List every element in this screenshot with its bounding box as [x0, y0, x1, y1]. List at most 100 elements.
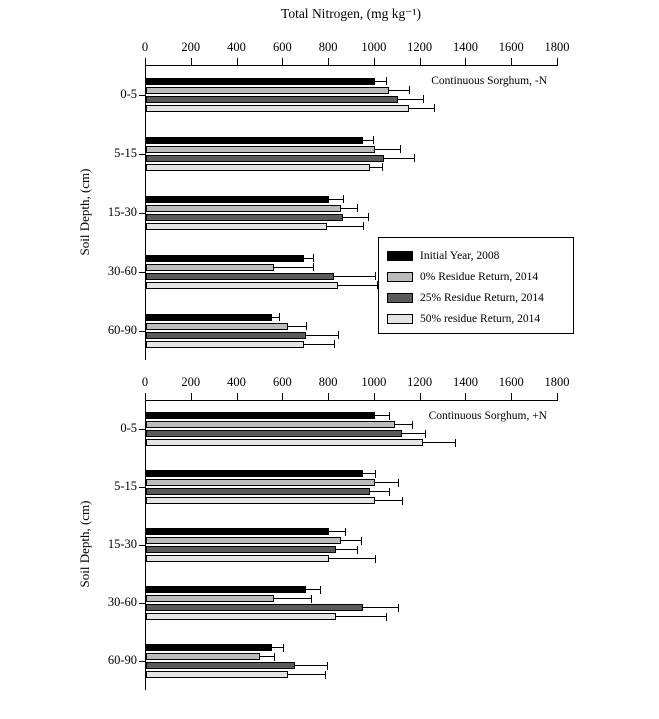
bar — [146, 412, 375, 419]
error-bar-line — [374, 482, 398, 483]
error-bar-line — [395, 424, 412, 425]
x-axis-tick — [373, 58, 375, 65]
bar — [146, 488, 371, 495]
bar — [146, 331, 307, 339]
error-bar-cap — [363, 222, 365, 230]
error-bar-cap — [324, 670, 326, 679]
category-label: 5-15 — [114, 145, 137, 160]
category-label: 15-30 — [107, 204, 137, 219]
bar — [146, 163, 371, 171]
error-bar-cap — [306, 322, 308, 330]
error-bar-line — [333, 275, 375, 277]
x-axis-tick-label: 1800 — [544, 40, 570, 54]
legend: Initial Year, 2008 0% Residue Return, 201… — [378, 237, 574, 334]
legend-swatch — [387, 271, 413, 282]
x-axis-line — [145, 400, 558, 401]
bar — [146, 662, 295, 669]
error-bar-cap — [386, 612, 388, 621]
x-axis-tick-label: 1000 — [361, 375, 387, 389]
error-bar-line — [374, 500, 403, 501]
error-bar-cap — [356, 545, 358, 554]
category-label: 30-60 — [107, 595, 137, 609]
y-axis-tick — [139, 330, 145, 332]
y-axis-tick — [139, 661, 145, 662]
error-bar-cap — [313, 263, 315, 271]
error-bar-cap — [455, 438, 456, 447]
legend-label: 50% residue Return, 2014 — [420, 312, 541, 325]
error-bar-cap — [338, 331, 340, 339]
y-axis-tick — [139, 487, 145, 488]
error-bar-line — [274, 266, 314, 268]
y-axis-line — [145, 400, 146, 690]
x-axis-tick-label: 1200 — [407, 40, 433, 54]
bar — [146, 604, 364, 611]
bar — [146, 528, 330, 535]
bar — [146, 497, 375, 504]
x-axis-tick — [190, 58, 192, 65]
x-axis-tick-label: 1600 — [498, 40, 524, 54]
error-bar-line — [274, 598, 311, 599]
error-bar-cap — [374, 469, 376, 478]
x-axis-tick — [328, 58, 330, 65]
error-bar-line — [363, 607, 398, 608]
x-axis-tick-label: 0 — [141, 40, 149, 54]
bar — [146, 421, 396, 428]
error-bar-cap — [411, 420, 413, 429]
error-bar-cap — [397, 603, 399, 612]
y-axis-tick — [139, 429, 145, 430]
error-bar-cap — [386, 77, 388, 85]
error-bar-line — [335, 616, 387, 617]
bar — [146, 104, 410, 112]
error-bar-line — [384, 157, 414, 159]
plot-annotation: Continuous Sorghum, +N — [428, 410, 547, 422]
error-bar-cap — [374, 554, 376, 563]
x-axis-tick — [282, 393, 284, 400]
x-axis-tick-label: 1200 — [407, 375, 433, 389]
error-bar-cap — [326, 661, 328, 670]
error-bar-line — [340, 540, 362, 541]
x-axis-tick-label: 400 — [227, 40, 246, 54]
bar — [146, 613, 336, 620]
x-axis-tick-label: 600 — [272, 375, 292, 389]
error-bar-cap — [283, 643, 285, 652]
x-axis-tick-label: 800 — [318, 40, 338, 54]
legend-label: 0% Residue Return, 2014 — [420, 270, 539, 283]
error-bar-line — [303, 343, 334, 345]
y-axis-tick — [139, 153, 145, 155]
category-label: 5-15 — [114, 479, 137, 493]
error-bar-line — [409, 107, 435, 109]
bar — [146, 213, 343, 221]
y-axis-line — [145, 65, 146, 360]
error-bar-line — [329, 198, 343, 200]
error-bar-line — [287, 325, 307, 327]
x-axis-tick — [282, 58, 284, 65]
category-label: 60-90 — [107, 322, 137, 337]
x-axis-tick-label: 1400 — [452, 40, 478, 54]
error-bar-cap — [274, 652, 276, 661]
bar — [146, 439, 423, 446]
x-axis-tick-label: 200 — [181, 375, 201, 389]
error-bar-cap — [356, 204, 358, 212]
error-bar-line — [402, 433, 426, 434]
legend-item: Initial Year, 2008 — [387, 245, 565, 266]
error-bar-cap — [388, 411, 390, 420]
error-bar-cap — [278, 313, 280, 321]
y-axis-tick — [139, 94, 145, 96]
error-bar-line — [306, 334, 339, 336]
bar — [146, 145, 375, 153]
bar — [146, 586, 307, 593]
x-axis-tick — [190, 393, 192, 400]
category-label: 15-30 — [107, 537, 137, 551]
legend-swatch — [387, 313, 413, 324]
bar — [146, 340, 304, 348]
error-bar-cap — [388, 487, 390, 496]
x-axis-tick — [236, 58, 238, 65]
x-axis-tick-label: 1600 — [498, 375, 524, 389]
bar — [146, 95, 398, 103]
error-bar-line — [363, 139, 373, 141]
y-axis-tick — [139, 212, 145, 214]
chart-continuous-sorghum-minus-n: 0 200 400 600 800 1000 1200 1400 1600 1800 Continu… — [77, 40, 574, 360]
error-bar-line — [363, 473, 375, 474]
error-bar-line — [340, 207, 357, 209]
